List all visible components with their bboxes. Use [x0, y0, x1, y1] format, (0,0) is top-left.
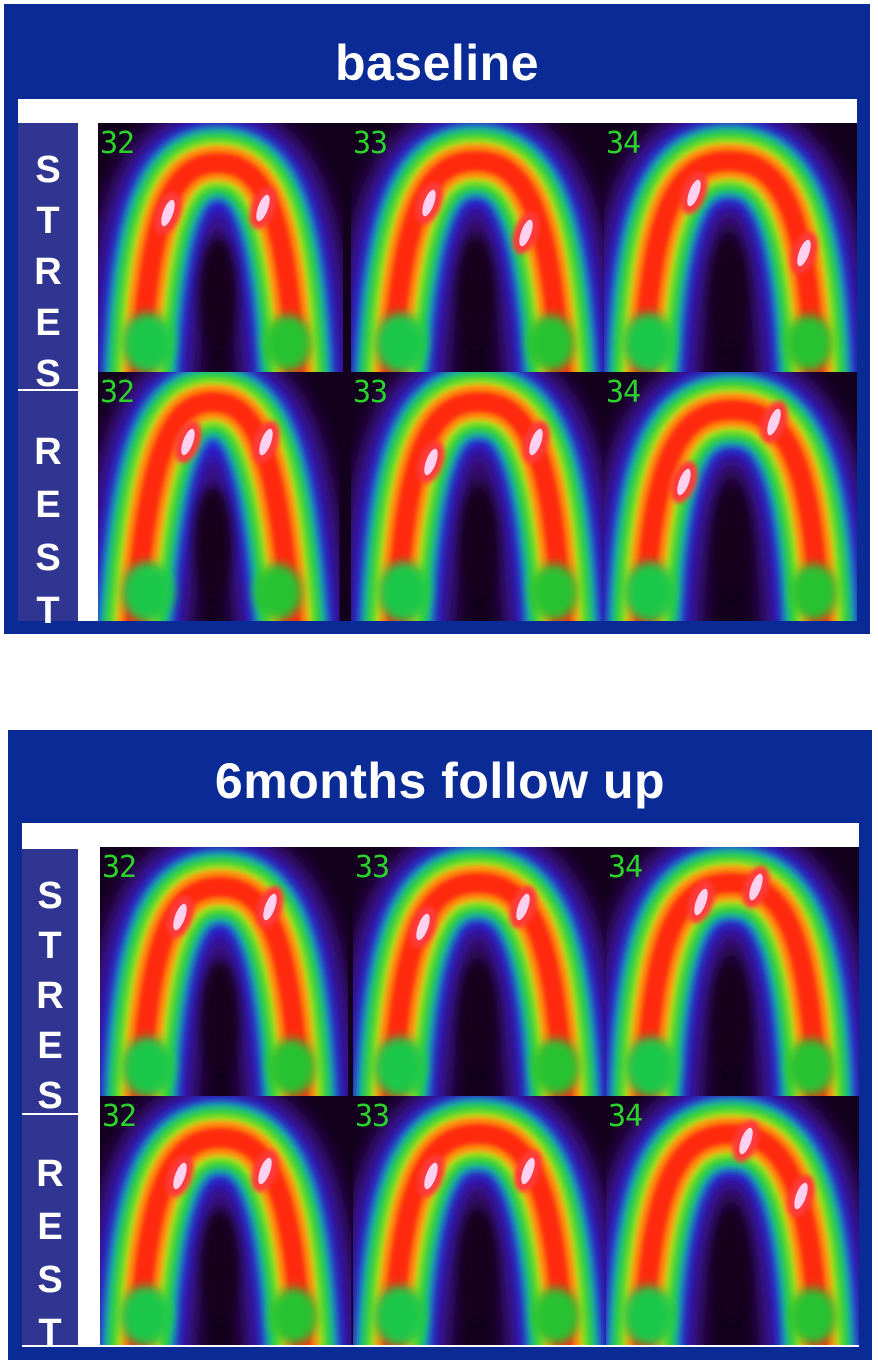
- slice-number: 32: [100, 375, 135, 410]
- rest-row-label: R E S T: [22, 1115, 78, 1352]
- spect-slice-image: 34: [604, 372, 857, 621]
- spect-slice-image: 33: [351, 123, 604, 372]
- label-letter: E: [35, 302, 61, 344]
- label-letter: S: [37, 1075, 63, 1117]
- label-letter: E: [37, 1025, 63, 1067]
- label-letter: R: [36, 975, 64, 1017]
- stress-row-label: S T R E S: [18, 123, 78, 393]
- label-letter: S: [37, 1259, 63, 1301]
- slice-number: 33: [355, 850, 390, 885]
- label-letter: T: [36, 200, 60, 242]
- label-letter: R: [36, 1153, 64, 1195]
- label-letter: S: [37, 875, 63, 917]
- label-letter: E: [37, 1206, 63, 1248]
- spect-slice-image: 32: [100, 847, 353, 1096]
- slice-number: 33: [355, 1099, 390, 1134]
- spect-slice-image: 32: [98, 123, 351, 372]
- label-letter: R: [34, 431, 62, 473]
- spect-slice-image: 33: [351, 372, 604, 621]
- slice-number: 34: [606, 375, 641, 410]
- spect-slice-image: 33: [353, 847, 606, 1096]
- label-letter: R: [34, 251, 62, 293]
- label-letter: S: [35, 353, 61, 395]
- slice-number: 32: [102, 850, 137, 885]
- slice-number: 33: [353, 126, 388, 161]
- panel-title: baseline: [334, 35, 540, 91]
- slice-number: 34: [608, 1099, 643, 1134]
- slice-number: 34: [606, 126, 641, 161]
- label-letter: E: [35, 484, 61, 526]
- follow-up-panel: 6months follow up S T R E S R E S T 32 33…: [8, 730, 872, 1360]
- spect-slice-image: 34: [606, 847, 859, 1096]
- spect-slice-image: 32: [98, 372, 351, 621]
- stress-row-label: S T R E S: [22, 849, 78, 1117]
- label-letter: T: [38, 1312, 62, 1354]
- slice-number: 33: [353, 375, 388, 410]
- label-letter: S: [35, 149, 61, 191]
- label-letter: T: [36, 590, 60, 632]
- spect-slice-image: 32: [100, 1096, 353, 1345]
- slice-number: 34: [608, 850, 643, 885]
- panel-title: 6months follow up: [214, 753, 666, 809]
- spect-slice-image: 34: [604, 123, 857, 372]
- slice-number: 32: [100, 126, 135, 161]
- spect-slice-image: 33: [353, 1096, 606, 1345]
- spect-slice-image: 34: [606, 1096, 859, 1345]
- rest-row-label: R E S T: [18, 391, 78, 630]
- scan-grid: 32 33 34 32 33 34: [100, 847, 859, 1345]
- baseline-panel: baseline S T R E S R E S T 32 33 34 32 33 34: [4, 4, 870, 634]
- slice-number: 32: [102, 1099, 137, 1134]
- label-letter: T: [38, 925, 62, 967]
- label-letter: S: [35, 537, 61, 579]
- scan-grid: 32 33 34 32 33 34: [98, 123, 857, 621]
